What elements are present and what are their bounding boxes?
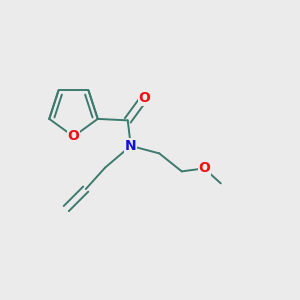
Text: O: O	[68, 130, 80, 143]
Text: O: O	[198, 161, 210, 176]
Text: O: O	[138, 91, 150, 105]
Text: N: N	[125, 139, 136, 153]
